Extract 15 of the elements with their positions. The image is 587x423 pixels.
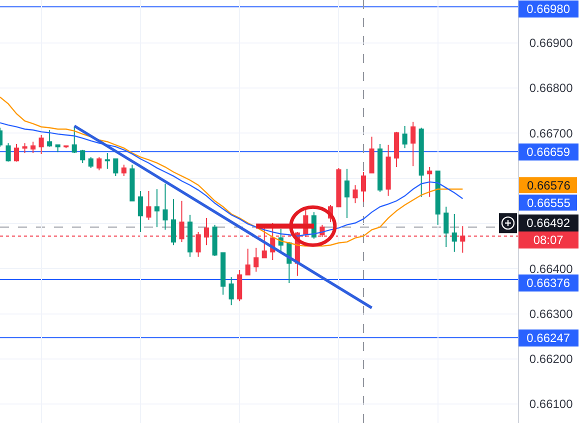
y-tick-label: 0.66900 bbox=[529, 36, 574, 50]
y-tick-label: 0.66800 bbox=[529, 81, 574, 96]
y-tick-label: 0.66100 bbox=[529, 397, 574, 412]
y-tick-label: 0.66576 bbox=[527, 178, 571, 192]
ref-line-label: 0.66659 bbox=[526, 145, 570, 159]
y-tick-label: 0.66400 bbox=[529, 262, 574, 276]
y-tick-label: 0.66300 bbox=[529, 306, 574, 321]
y-tick-label: 0.66700 bbox=[529, 126, 574, 140]
y-tick-label: 0.66200 bbox=[529, 352, 574, 366]
ref-line-label: 0.66980 bbox=[526, 2, 570, 16]
y-tick-label: 0.66555 bbox=[527, 196, 571, 210]
ref-line-label: 0.66247 bbox=[526, 331, 570, 345]
text: 08:07 bbox=[533, 233, 564, 247]
ref-line-label: 0.66376 bbox=[526, 276, 570, 290]
ref-line-label: 0.66492 bbox=[526, 216, 570, 230]
